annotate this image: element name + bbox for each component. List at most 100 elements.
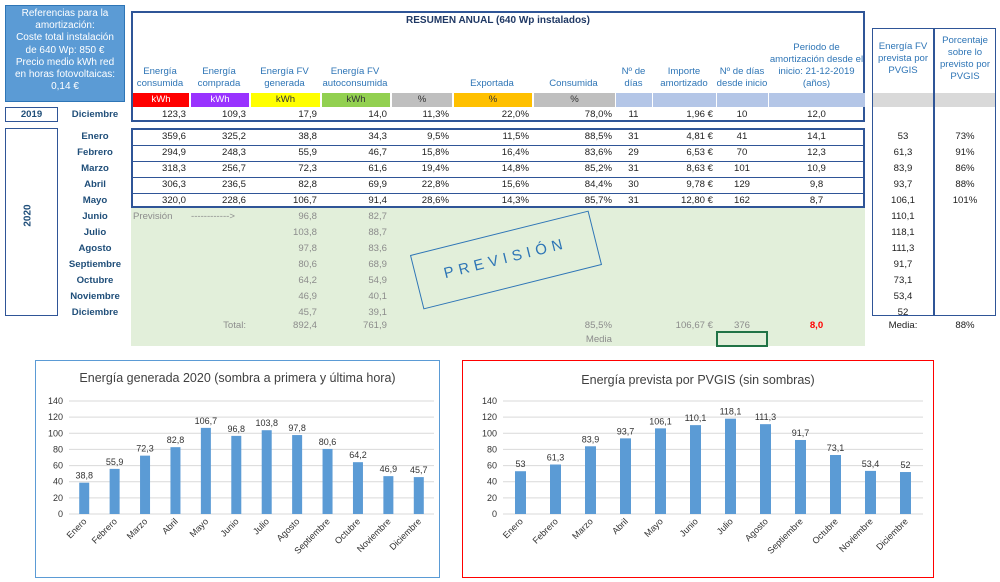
bar: [830, 454, 841, 514]
x-tick-label: Noviembre: [837, 516, 875, 554]
month-label: Octubre: [76, 275, 114, 286]
table-cell: 91%: [955, 147, 975, 158]
column-header: Nº de días desde inicio: [716, 66, 768, 89]
bar: [200, 427, 211, 514]
year-2020-cell: [5, 128, 58, 316]
unit-band-cell: [769, 93, 865, 107]
table-cell: 12,0: [807, 109, 826, 120]
table-cell: Media: [585, 334, 612, 345]
table-cell: 88,7: [368, 227, 387, 238]
bar: [515, 471, 526, 514]
table-cell: 31: [628, 195, 639, 206]
table-cell: 248,3: [221, 147, 246, 158]
unit-band-cell: [873, 93, 933, 107]
bar: [550, 464, 561, 514]
x-tick-label: Febrero: [531, 516, 560, 545]
row-divider: [131, 145, 865, 146]
table-cell: 106,1: [890, 195, 915, 206]
column-header: Porcentaje sobre lo previsto por PVGIS: [939, 35, 991, 82]
bar: [322, 448, 333, 514]
chart-generated: Energía generada 2020 (sombra a primera …: [35, 360, 440, 578]
reference-box: Referencias para la amortización: Coste …: [5, 5, 125, 102]
data-label: 103,8: [255, 418, 278, 428]
year-2019-cell: 2019: [5, 107, 58, 122]
table-cell: 106,7: [292, 195, 317, 206]
bar: [620, 438, 631, 514]
table-cell: 73,1: [893, 275, 913, 286]
bar: [585, 446, 596, 514]
bar: [231, 435, 242, 514]
y-tick-label: 20: [487, 493, 497, 503]
data-label: 52: [900, 460, 910, 470]
table-cell: 294,9: [161, 147, 186, 158]
bar: [690, 425, 701, 514]
bar: [292, 435, 303, 514]
table-cell: 16,4%: [501, 147, 529, 158]
month-label: Marzo: [81, 163, 109, 174]
table-cell: 88%: [955, 179, 975, 190]
month-label: Septiembre: [68, 259, 122, 270]
x-tick-label: Mayo: [188, 516, 211, 539]
chart-title: Energía prevista por PVGIS (sin sombras): [581, 373, 815, 387]
x-tick-label: Junio: [218, 516, 240, 538]
column-header: Energía FV generada: [260, 66, 309, 89]
data-label: 93,7: [617, 426, 635, 436]
data-label: 96,8: [228, 424, 246, 434]
table-cell: 12,3: [807, 147, 826, 158]
table-cell: 55,9: [298, 147, 317, 158]
selected-cell[interactable]: [716, 331, 768, 347]
data-label: 80,6: [319, 437, 337, 447]
month-label: Junio: [82, 211, 108, 222]
table-cell: 28,6%: [421, 195, 449, 206]
table-cell: 34,3: [368, 131, 387, 142]
table-cell: 103,8: [292, 227, 317, 238]
table-cell: 61,3: [893, 147, 913, 158]
bar: [865, 470, 876, 514]
table-cell: 86%: [955, 163, 975, 174]
x-tick-label: Agosto: [743, 516, 770, 543]
table-cell: 9,5%: [427, 131, 449, 142]
table-cell: 54,9: [368, 275, 387, 286]
table-cell: 53,4: [893, 291, 913, 302]
table-cell: 325,2: [221, 131, 246, 142]
table-cell: 72,3: [298, 163, 317, 174]
reference-line: de 640 Wp: 850 €: [25, 44, 105, 56]
table-cell: 22,0%: [501, 109, 529, 120]
unit-band-cell: kWh: [251, 93, 320, 107]
table-cell: 46,9: [298, 291, 317, 302]
y-tick-label: 20: [53, 493, 63, 503]
x-tick-label: Junio: [678, 516, 700, 538]
x-tick-label: Diciembre: [387, 516, 423, 552]
table-cell: 6,53 €: [686, 147, 713, 158]
table-cell: 85,5%: [584, 320, 612, 331]
data-label: 91,7: [792, 428, 810, 438]
column-header: Nº de días: [621, 66, 646, 89]
unit-band-cell: [935, 93, 995, 107]
data-label: 111,3: [755, 412, 776, 422]
table-cell: 376: [733, 320, 750, 331]
data-label: 53: [515, 459, 525, 469]
table-cell: 84,4%: [584, 179, 612, 190]
table-cell: 91,7: [893, 259, 913, 270]
column-header: Energía FV prevista por PVGIS: [877, 41, 929, 76]
table-cell: 11,5%: [502, 131, 530, 142]
reference-line: en horas fotovoltaicas:: [14, 69, 116, 81]
table-cell: 8,0: [809, 320, 824, 331]
table-cell: 892,4: [292, 320, 317, 331]
table-cell: 73%: [955, 131, 975, 142]
table-cell: 110,1: [891, 211, 915, 222]
table-cell: 11,3%: [422, 109, 450, 120]
table-cell: Previsión: [133, 211, 173, 222]
month-label: Febrero: [77, 147, 113, 158]
y-tick-label: 80: [53, 444, 63, 454]
table-cell: 88%: [955, 320, 975, 331]
unit-band-cell: [717, 93, 768, 107]
table-cell: 109,3: [221, 109, 246, 120]
table-cell: 64,2: [298, 275, 317, 286]
bar: [261, 430, 272, 514]
table-cell: 118,1: [891, 227, 915, 238]
table-cell: 162: [733, 195, 750, 206]
data-label: 97,8: [288, 423, 306, 433]
bar: [725, 418, 736, 514]
table-cell: 106,67 €: [675, 320, 713, 331]
